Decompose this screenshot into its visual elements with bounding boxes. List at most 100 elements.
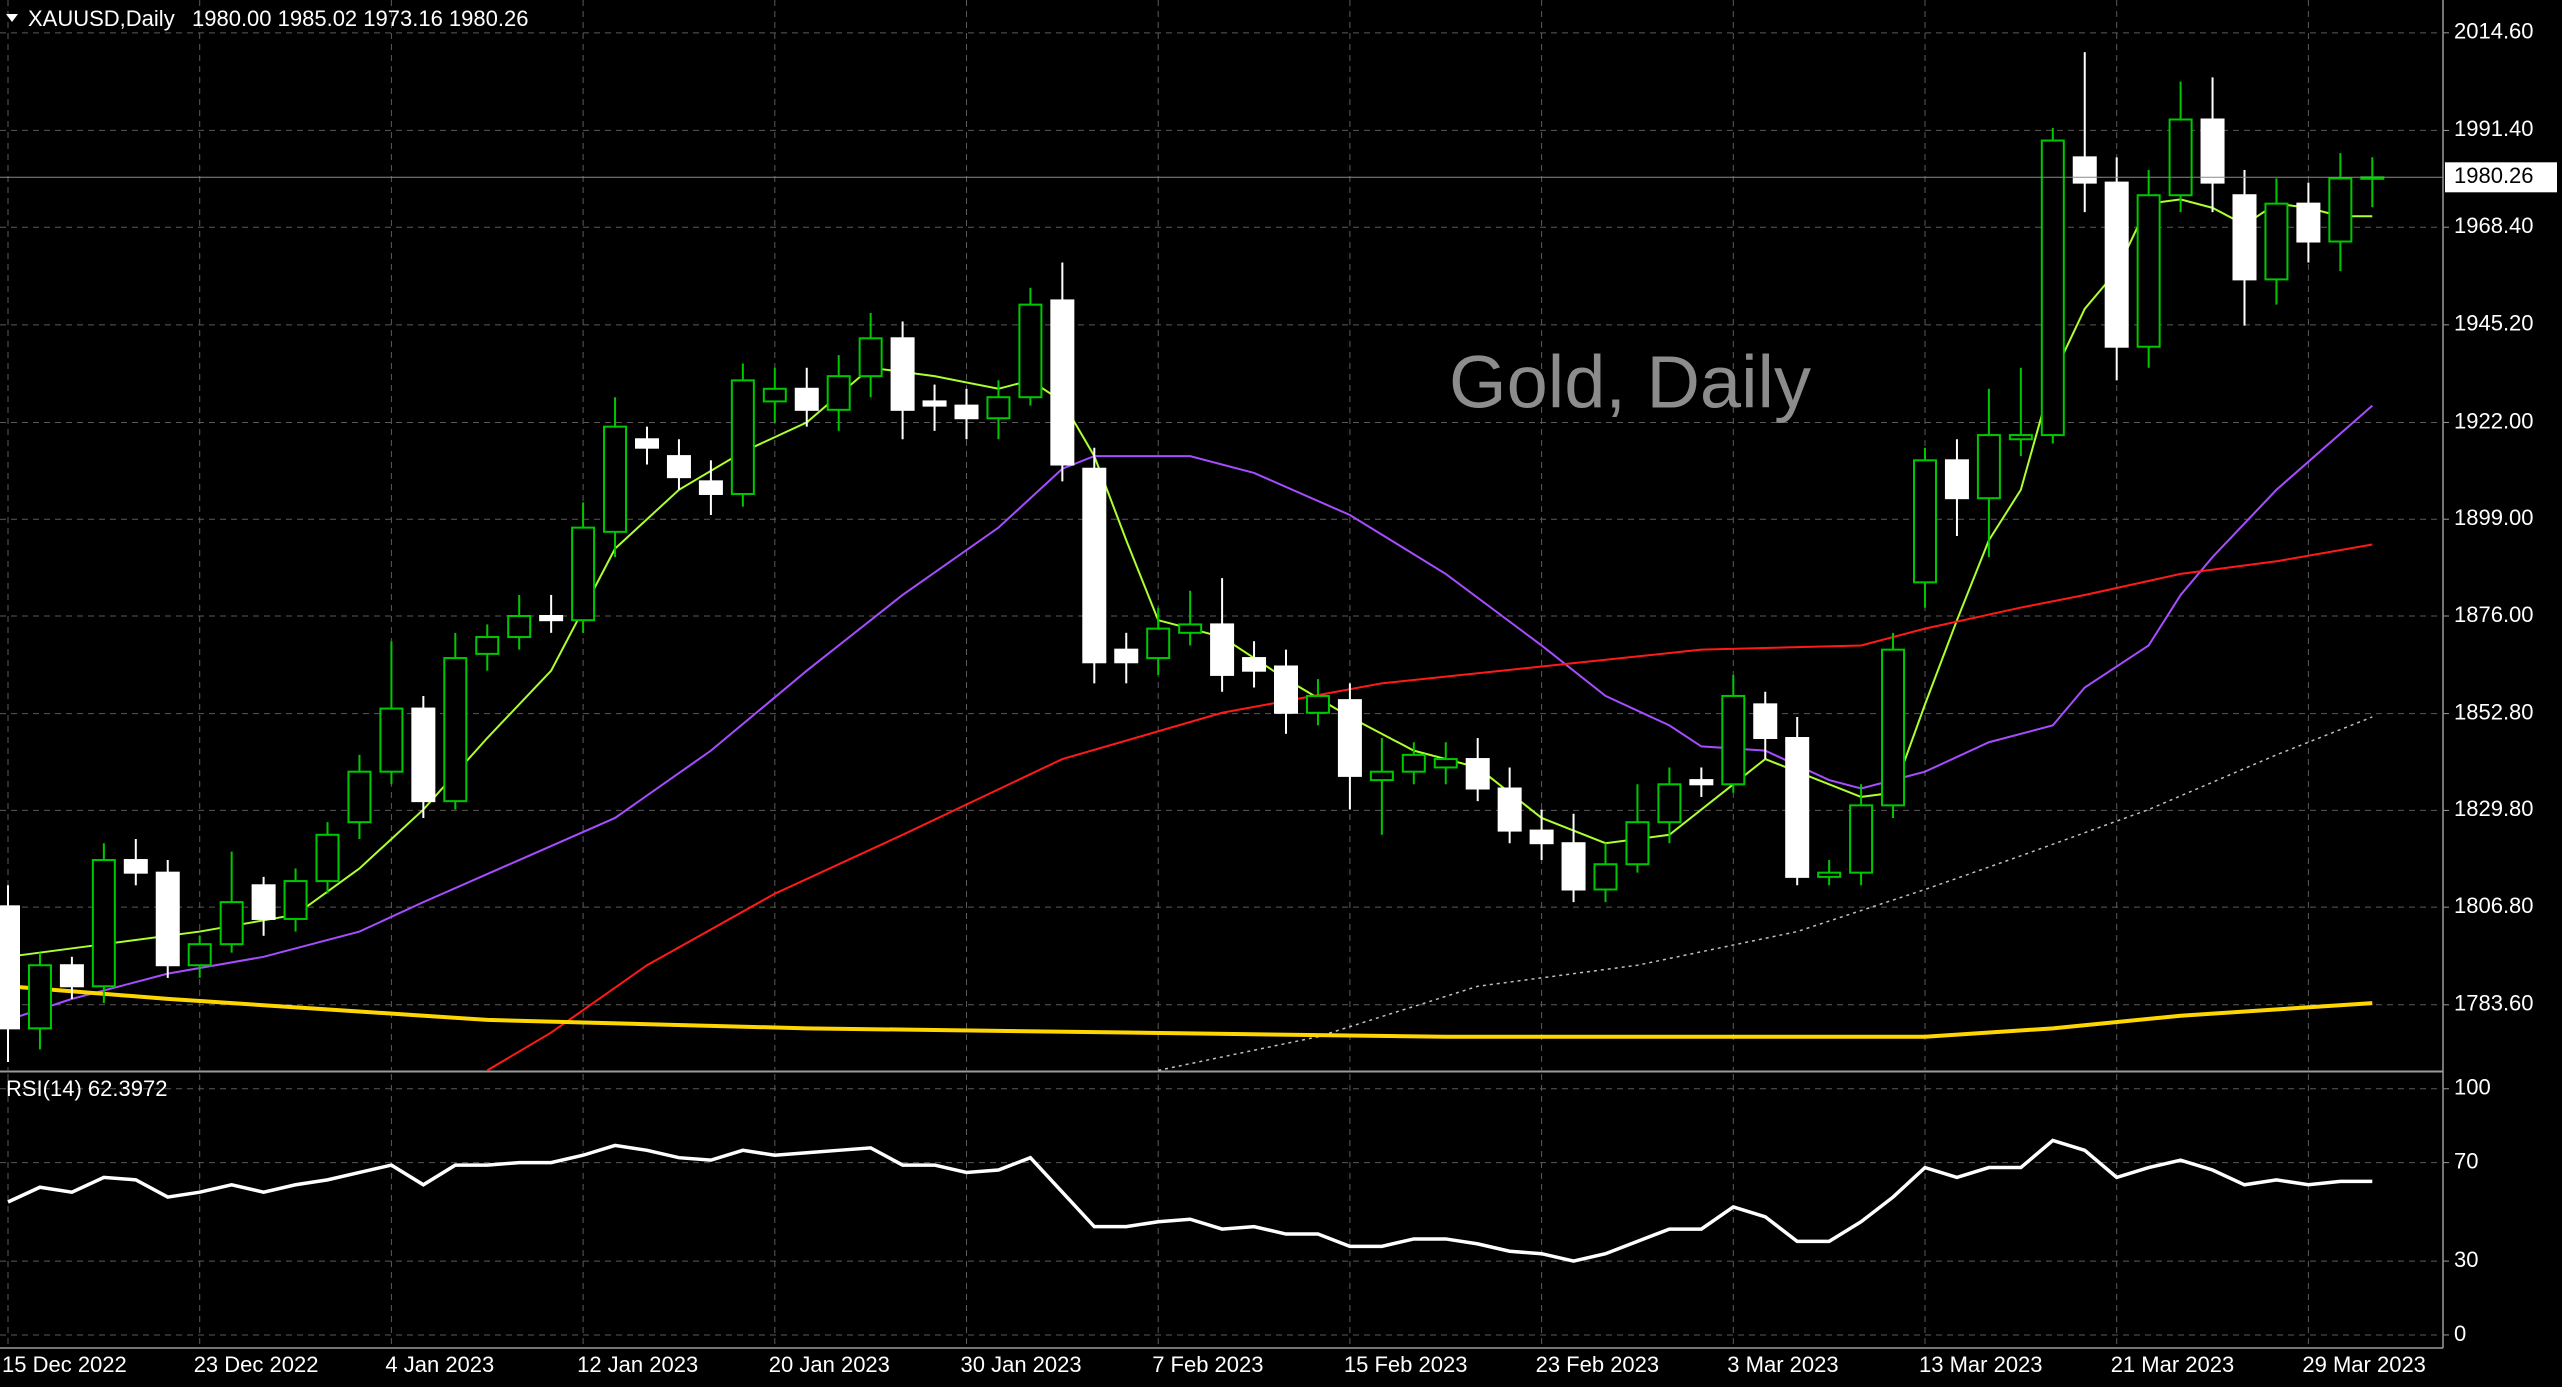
candle-body <box>1305 694 1330 714</box>
candle-body <box>2232 194 2257 281</box>
x-tick-label: 30 Jan 2023 <box>961 1352 1082 1377</box>
candle-body <box>2328 177 2353 243</box>
rsi-label: RSI(14) 62.3972 <box>6 1076 167 1101</box>
candle-body <box>187 943 212 967</box>
candle-body <box>1146 627 1171 660</box>
candle-body <box>1242 657 1267 672</box>
candle-body <box>794 387 819 411</box>
last-price-label: 1980.26 <box>2454 163 2534 188</box>
candle-body <box>2040 139 2065 437</box>
candle-body <box>1433 758 1458 769</box>
candle-body <box>826 375 851 411</box>
y-tick-label: 1852.80 <box>2454 699 2534 724</box>
candle-body <box>1497 787 1522 832</box>
x-tick-label: 15 Feb 2023 <box>1344 1352 1468 1377</box>
candle-body <box>986 396 1011 420</box>
candle-body <box>1817 871 1842 878</box>
candle-body <box>0 905 20 1030</box>
x-tick-label: 23 Dec 2022 <box>194 1352 319 1377</box>
candle-body <box>2008 434 2033 441</box>
moving-average <box>486 543 2373 1072</box>
candle-body <box>1529 829 1554 845</box>
candle-body <box>1913 459 1937 584</box>
symbol-label: XAUUSD,Daily <box>28 6 175 31</box>
candle-body <box>1657 783 1682 824</box>
last-price-box <box>2445 162 2557 193</box>
moving-average <box>7 198 2373 958</box>
candle-body <box>954 404 979 420</box>
x-tick-label: 4 Jan 2023 <box>385 1352 494 1377</box>
candle-body <box>411 707 436 803</box>
y-tick-label: 100 <box>2454 1075 2491 1100</box>
candle-body <box>1210 623 1235 676</box>
y-tick-label: 1945.20 <box>2454 311 2534 336</box>
candle-body <box>2264 202 2289 281</box>
candle-body <box>1881 648 1906 807</box>
x-tick-label: 21 Mar 2023 <box>2111 1352 2235 1377</box>
candle-body <box>379 707 404 773</box>
moving-average <box>7 984 2373 1039</box>
candle-body <box>1561 842 1586 891</box>
candle-body <box>1785 737 1810 878</box>
x-tick-label: 7 Feb 2023 <box>1152 1352 1263 1377</box>
candle-body <box>315 833 340 883</box>
y-tick-label: 1876.00 <box>2454 602 2534 627</box>
candle-body <box>1849 804 1874 874</box>
candle-body <box>1274 665 1298 714</box>
candle-body <box>603 425 628 533</box>
candle-body <box>698 480 723 495</box>
y-tick-label: 70 <box>2454 1148 2478 1173</box>
y-tick-label: 1806.80 <box>2454 893 2534 918</box>
rsi-line <box>7 1138 2373 1263</box>
candle-body <box>1178 623 1203 634</box>
candle-body <box>539 614 564 622</box>
candle-body <box>443 657 468 803</box>
candle-body <box>1369 770 1394 782</box>
candle-body <box>2168 118 2193 197</box>
candle-body <box>1465 758 1490 790</box>
candle-body <box>2104 181 2129 348</box>
candle-body <box>1625 821 1650 866</box>
x-tick-label: 15 Dec 2022 <box>2 1352 127 1377</box>
candle-body <box>858 337 883 378</box>
candle-body <box>1337 699 1362 777</box>
candle-body <box>571 526 596 622</box>
candle-body <box>27 964 52 1030</box>
candle-body <box>1976 434 2001 500</box>
x-tick-label: 20 Jan 2023 <box>769 1352 890 1377</box>
candle-body <box>283 880 308 920</box>
x-tick-label: 12 Jan 2023 <box>577 1352 698 1377</box>
y-tick-label: 1991.40 <box>2454 116 2534 141</box>
x-tick-label: 13 Mar 2023 <box>1919 1352 2043 1377</box>
candle-body <box>251 884 276 920</box>
candle-body <box>507 614 532 639</box>
x-tick-label: 3 Mar 2023 <box>1727 1352 1838 1377</box>
candle-body <box>922 400 947 407</box>
candle-body <box>1050 299 1075 466</box>
candle-body <box>475 636 500 655</box>
candle-body <box>59 964 84 988</box>
candle-body <box>1082 467 1107 664</box>
candle-body <box>1689 779 1714 786</box>
candle-body <box>219 901 244 946</box>
candle-body <box>2136 194 2161 348</box>
y-tick-label: 1899.00 <box>2454 505 2534 530</box>
y-tick-label: 1922.00 <box>2454 408 2534 433</box>
y-tick-label: 0 <box>2454 1321 2466 1346</box>
candle-body <box>123 859 148 874</box>
candle-body <box>890 337 915 411</box>
candle-body <box>1401 753 1426 773</box>
quote-label: 1980.00 1985.02 1973.16 1980.26 <box>192 6 528 31</box>
x-tick-label: 23 Feb 2023 <box>1536 1352 1660 1377</box>
candle-body <box>91 859 116 988</box>
candle-body <box>2296 202 2321 243</box>
candle-body <box>1753 703 1778 740</box>
watermark: Gold, Daily <box>1449 341 1811 424</box>
candle-body <box>2072 156 2097 184</box>
menu-triangle <box>6 14 18 22</box>
candle-body <box>666 455 691 479</box>
candle-body <box>155 871 180 967</box>
